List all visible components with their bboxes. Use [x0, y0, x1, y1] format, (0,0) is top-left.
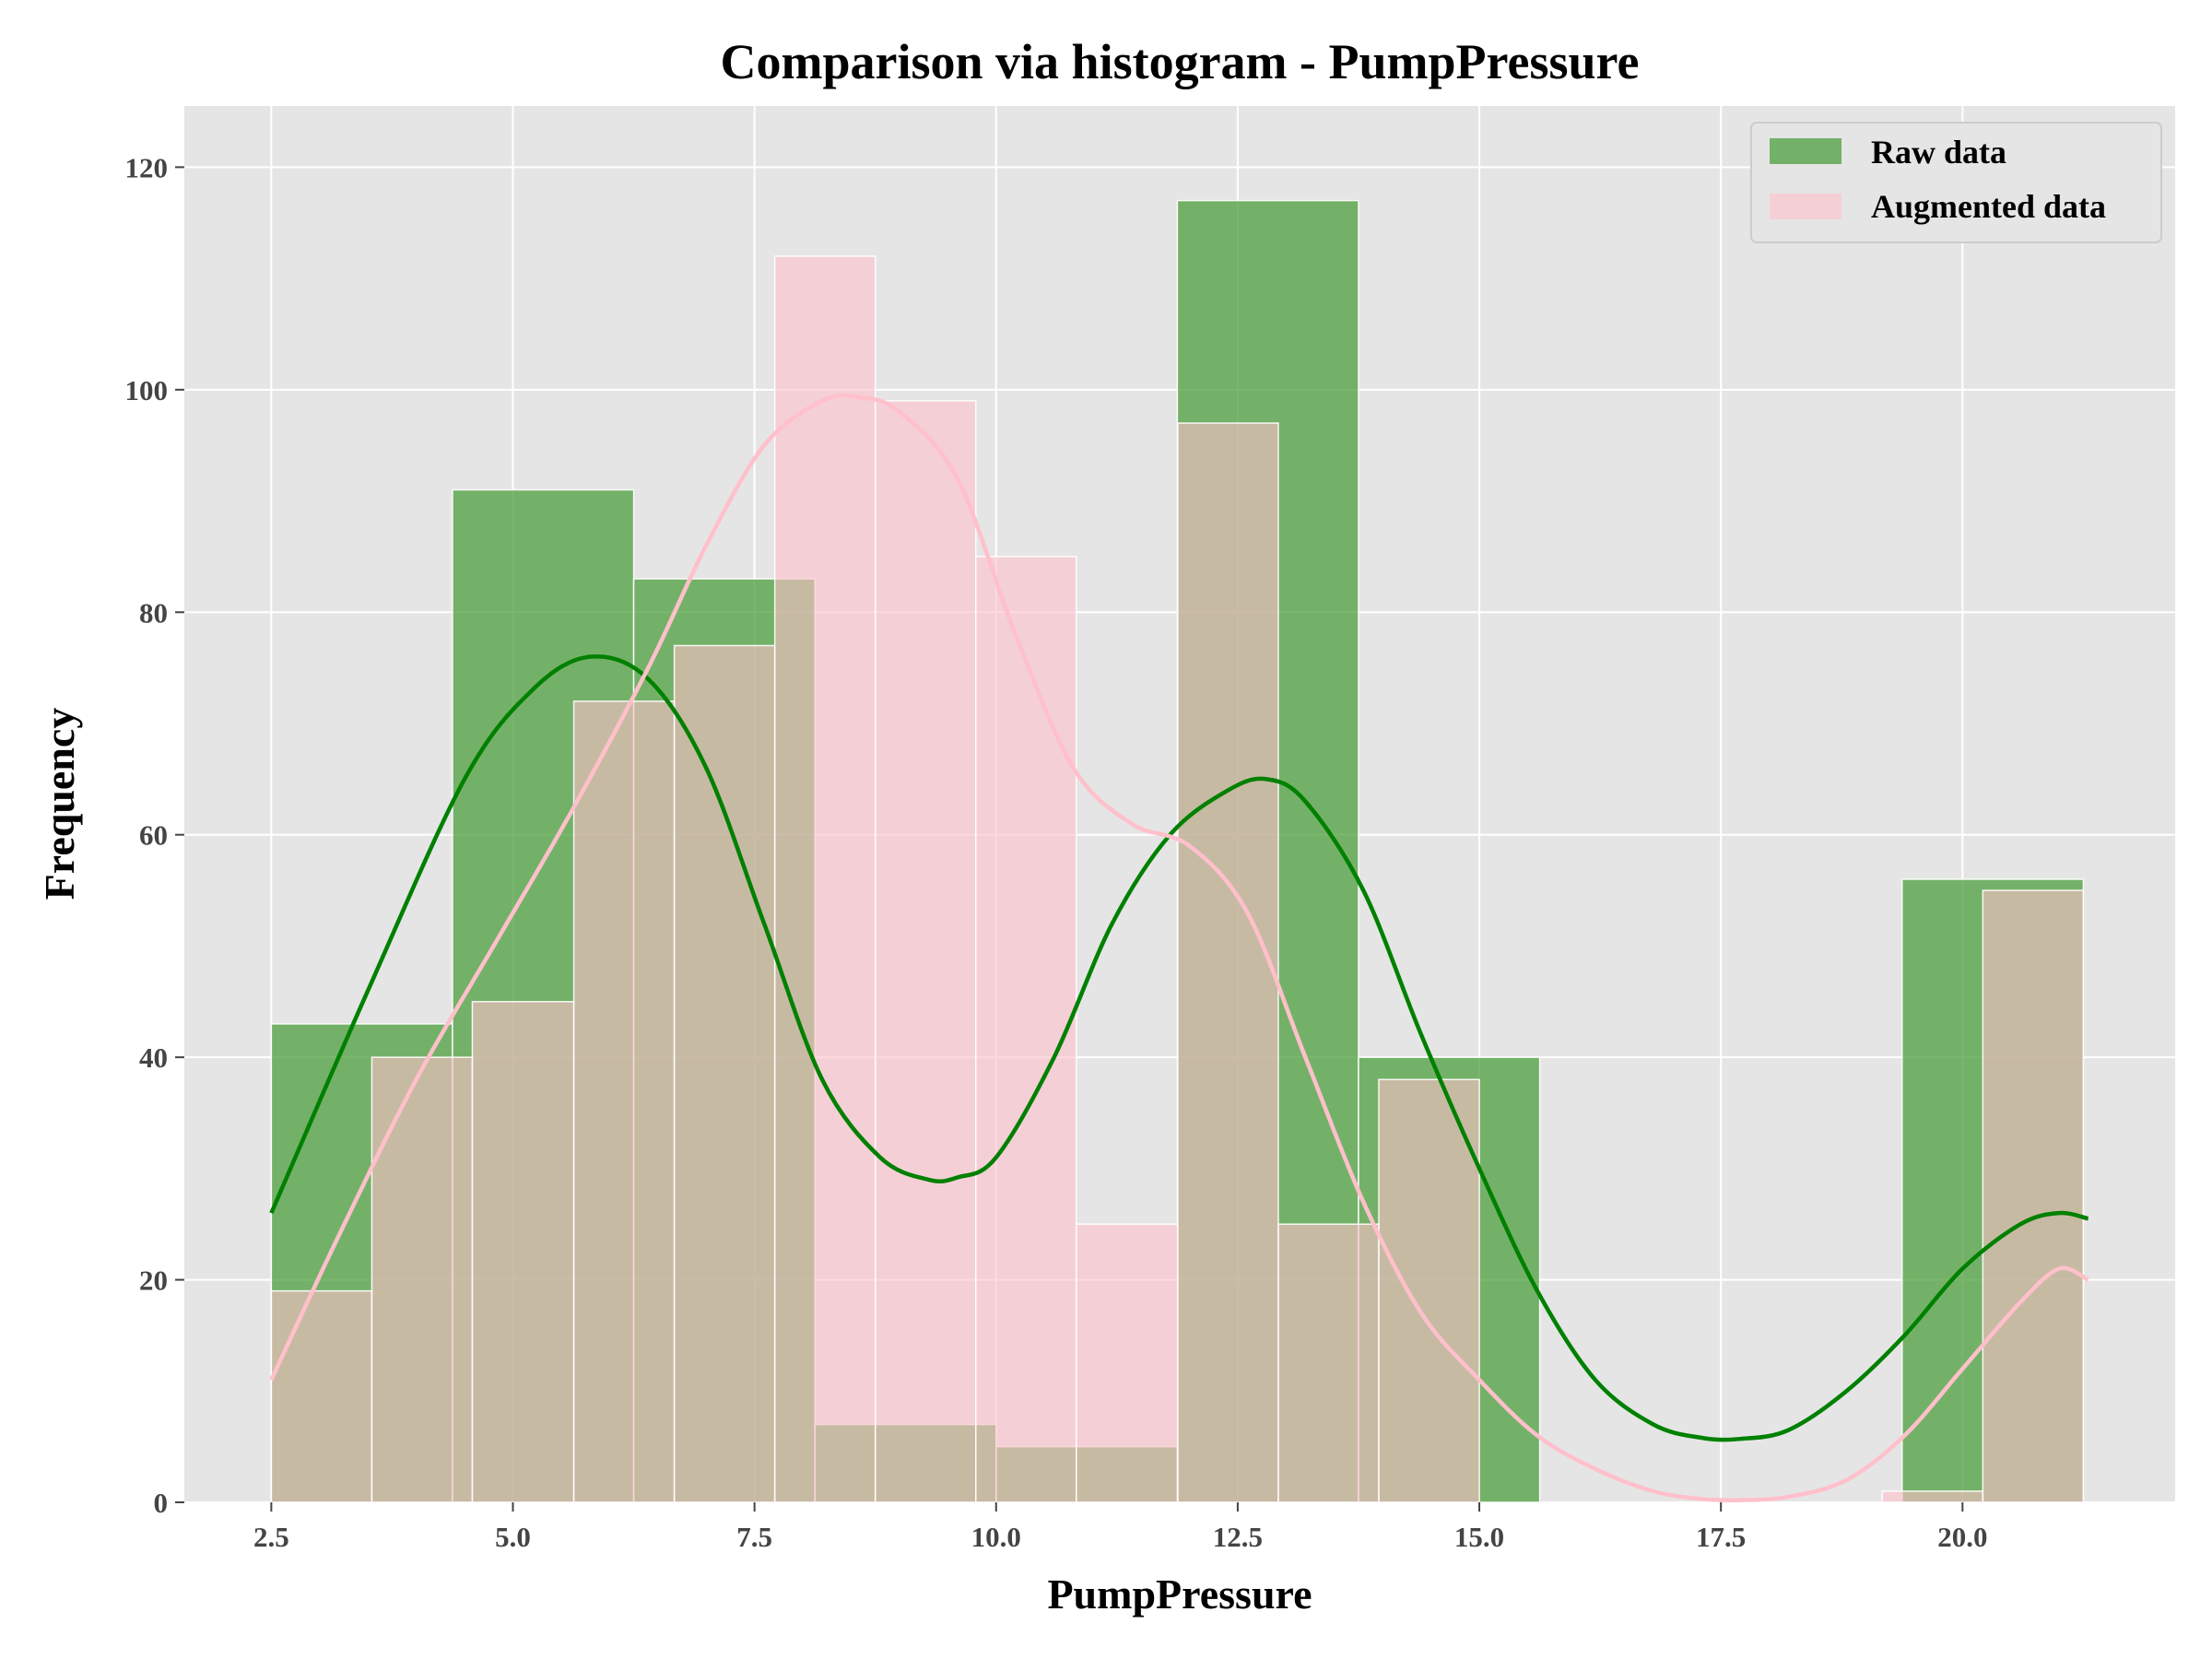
- y-tick-label-4: 80: [139, 596, 168, 629]
- legend-label-augmented-data: Augmented data: [1871, 188, 2106, 225]
- legend: Raw data Augmented data: [1750, 122, 2162, 243]
- kde-curve-augmented: [269, 393, 2089, 1503]
- chart-title: Comparison via histogram - PumpPressure: [721, 34, 1640, 89]
- augmented-data-bars: [270, 255, 2085, 1503]
- x-tick-label-3: 10.0: [971, 1521, 1021, 1553]
- x-tick-label-7: 20.0: [1937, 1521, 1987, 1553]
- bar-augmented-16: [1881, 1490, 1984, 1503]
- kde-curve-raw: [269, 653, 2089, 1442]
- y-tick-label-2: 40: [139, 1041, 168, 1074]
- axis-ticks: 2.5 5.0 7.5 10.0 12.5 15.0 17.5 20.0 0 20 40 60 80 10…: [125, 151, 1988, 1553]
- y-tick-label-1: 20: [139, 1265, 168, 1297]
- y-tick-label-5: 100: [125, 374, 169, 406]
- bar-augmented-2: [471, 1001, 575, 1503]
- bar-augmented-4: [673, 644, 776, 1503]
- legend-swatch-augmented-data: [1770, 194, 1841, 219]
- x-tick-label-6: 17.5: [1696, 1521, 1746, 1553]
- y-tick-label-6: 120: [125, 151, 169, 183]
- y-tick-label-0: 0: [154, 1487, 169, 1519]
- legend-swatch-raw-data: [1770, 138, 1841, 164]
- legend-label-raw-data: Raw data: [1871, 134, 2006, 171]
- bar-augmented-6: [874, 400, 977, 1503]
- x-axis-title: PumpPressure: [1047, 1571, 1312, 1618]
- bar-augmented-10: [1277, 1223, 1380, 1503]
- y-tick-label-3: 60: [139, 819, 168, 852]
- x-tick-label-0: 2.5: [253, 1521, 289, 1553]
- bar-augmented-5: [773, 255, 877, 1503]
- bar-augmented-0: [270, 1289, 373, 1503]
- bar-augmented-9: [1177, 422, 1279, 1503]
- x-tick-label-4: 12.5: [1213, 1521, 1263, 1553]
- bar-augmented-8: [1076, 1223, 1179, 1503]
- x-tick-label-1: 5.0: [495, 1521, 531, 1553]
- x-tick-label-5: 15.0: [1454, 1521, 1504, 1553]
- kde-curves: [269, 393, 2089, 1503]
- bar-augmented-1: [371, 1056, 474, 1503]
- bar-augmented-7: [975, 556, 1077, 1503]
- bar-augmented-11: [1378, 1078, 1480, 1503]
- legend-box: [1750, 122, 2162, 243]
- x-tick-label-2: 7.5: [736, 1521, 772, 1553]
- bar-augmented-17: [1982, 889, 2085, 1503]
- y-axis-title: Frequency: [36, 708, 83, 900]
- bar-augmented-3: [572, 700, 676, 1503]
